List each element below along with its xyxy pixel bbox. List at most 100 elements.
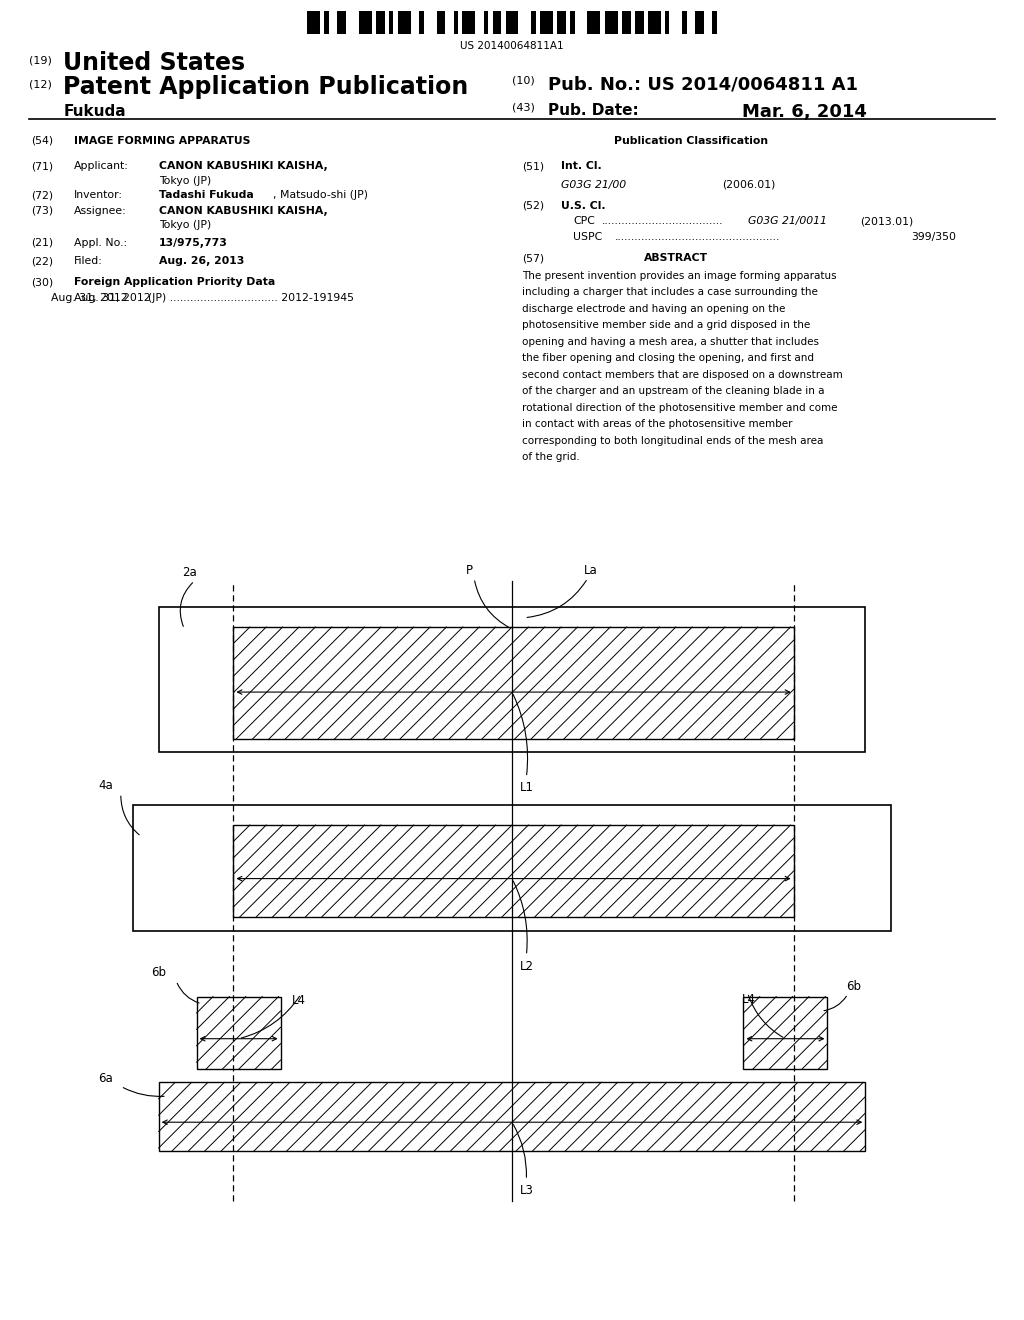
Bar — [159, 1082, 865, 1151]
Bar — [307, 11, 311, 34]
Bar — [695, 11, 699, 34]
Text: 2a: 2a — [182, 566, 197, 579]
Text: G03G 21/00: G03G 21/00 — [561, 180, 627, 190]
Text: CANON KABUSHIKI KAISHA,: CANON KABUSHIKI KAISHA, — [159, 206, 328, 216]
Bar — [596, 11, 600, 34]
Bar — [337, 11, 342, 34]
Text: Pub. Date:: Pub. Date: — [548, 103, 639, 117]
Text: in contact with areas of the photosensitive member: in contact with areas of the photosensit… — [522, 420, 793, 429]
Text: Mar. 6, 2014: Mar. 6, 2014 — [742, 103, 867, 121]
Text: Tokyo (JP): Tokyo (JP) — [159, 220, 211, 231]
Text: Appl. No.:: Appl. No.: — [74, 238, 127, 248]
Text: (71): (71) — [31, 161, 53, 172]
Bar — [493, 11, 501, 34]
Text: L4: L4 — [292, 994, 306, 1007]
Text: (22): (22) — [31, 256, 53, 267]
Text: (57): (57) — [522, 253, 545, 264]
Text: La: La — [584, 564, 597, 577]
Bar — [311, 11, 321, 34]
Text: 399/350: 399/350 — [911, 232, 956, 243]
Bar — [605, 11, 613, 34]
Text: IMAGE FORMING APPARATUS: IMAGE FORMING APPARATUS — [74, 136, 250, 147]
Bar — [713, 11, 717, 34]
Text: including a charger that includes a case surrounding the: including a charger that includes a case… — [522, 286, 818, 297]
Text: 4a: 4a — [98, 779, 113, 792]
Text: 13/975,773: 13/975,773 — [159, 238, 227, 248]
Text: (52): (52) — [522, 201, 545, 211]
Text: (30): (30) — [31, 277, 53, 288]
Text: L1: L1 — [520, 781, 535, 795]
Text: , Matsudo-shi (JP): , Matsudo-shi (JP) — [273, 190, 369, 201]
Text: L3: L3 — [520, 1184, 535, 1197]
Bar — [514, 11, 518, 34]
Text: (21): (21) — [31, 238, 53, 248]
Text: second contact members that are disposed on a downstream: second contact members that are disposed… — [522, 370, 843, 380]
Text: (43): (43) — [512, 103, 535, 114]
Text: ....................................: .................................... — [602, 216, 724, 227]
Text: Int. Cl.: Int. Cl. — [561, 161, 602, 172]
Bar — [463, 11, 471, 34]
Bar — [484, 11, 488, 34]
Text: (51): (51) — [522, 161, 545, 172]
Text: (54): (54) — [31, 136, 53, 147]
Bar — [197, 997, 281, 1069]
Text: Foreign Application Priority Data: Foreign Application Priority Data — [74, 277, 275, 288]
Bar — [397, 11, 407, 34]
Bar — [557, 11, 566, 34]
Text: The present invention provides an image forming apparatus: The present invention provides an image … — [522, 271, 837, 281]
Bar — [471, 11, 475, 34]
Text: (19): (19) — [29, 55, 51, 66]
Text: CANON KABUSHIKI KAISHA,: CANON KABUSHIKI KAISHA, — [159, 161, 328, 172]
Text: CPC: CPC — [573, 216, 595, 227]
Text: Patent Application Publication: Patent Application Publication — [63, 75, 469, 99]
Text: of the charger and an upstream of the cleaning blade in a: of the charger and an upstream of the cl… — [522, 385, 824, 396]
Text: Applicant:: Applicant: — [74, 161, 129, 172]
Text: ABSTRACT: ABSTRACT — [644, 253, 708, 264]
Bar — [699, 11, 703, 34]
Bar — [159, 607, 865, 752]
Text: Inventor:: Inventor: — [74, 190, 123, 201]
Bar — [454, 11, 458, 34]
Text: USPC: USPC — [573, 232, 603, 243]
Text: Pub. No.: US 2014/0064811 A1: Pub. No.: US 2014/0064811 A1 — [548, 75, 858, 94]
Bar — [682, 11, 687, 34]
Text: discharge electrode and having an opening on the: discharge electrode and having an openin… — [522, 304, 785, 314]
Bar — [531, 11, 536, 34]
Bar — [540, 11, 549, 34]
Bar — [133, 805, 891, 931]
Text: (JP) ................................ 2012-191945: (JP) ................................ 20… — [148, 293, 354, 304]
Bar — [506, 11, 514, 34]
Text: corresponding to both longitudinal ends of the mesh area: corresponding to both longitudinal ends … — [522, 436, 823, 446]
Text: 6b: 6b — [152, 966, 167, 979]
Text: L4: L4 — [741, 993, 756, 1006]
Bar — [665, 11, 670, 34]
Bar — [233, 825, 794, 917]
Text: Filed:: Filed: — [74, 256, 102, 267]
Bar — [622, 11, 631, 34]
Text: opening and having a mesh area, a shutter that includes: opening and having a mesh area, a shutte… — [522, 337, 819, 347]
Bar — [389, 11, 393, 34]
Text: L2: L2 — [520, 960, 535, 973]
Text: P: P — [466, 564, 473, 577]
Bar — [570, 11, 574, 34]
Text: United States: United States — [63, 51, 246, 75]
Text: Aug. 26, 2013: Aug. 26, 2013 — [159, 256, 244, 267]
Text: (72): (72) — [31, 190, 53, 201]
Bar — [613, 11, 617, 34]
Bar — [441, 11, 445, 34]
Bar — [376, 11, 385, 34]
Bar — [342, 11, 346, 34]
Text: US 20140064811A1: US 20140064811A1 — [460, 41, 564, 51]
Text: the fiber opening and closing the opening, and first and: the fiber opening and closing the openin… — [522, 352, 814, 363]
Bar — [419, 11, 424, 34]
Bar — [652, 11, 660, 34]
Text: Aug. 31, 2012: Aug. 31, 2012 — [51, 293, 128, 304]
Text: Tadashi Fukuda: Tadashi Fukuda — [159, 190, 254, 201]
Bar — [368, 11, 372, 34]
Text: U.S. Cl.: U.S. Cl. — [561, 201, 606, 211]
Bar — [407, 11, 411, 34]
Bar — [549, 11, 553, 34]
Text: .................................................: ........................................… — [614, 232, 779, 243]
Text: rotational direction of the photosensitive member and come: rotational direction of the photosensiti… — [522, 403, 838, 413]
Text: Fukuda: Fukuda — [63, 104, 126, 119]
